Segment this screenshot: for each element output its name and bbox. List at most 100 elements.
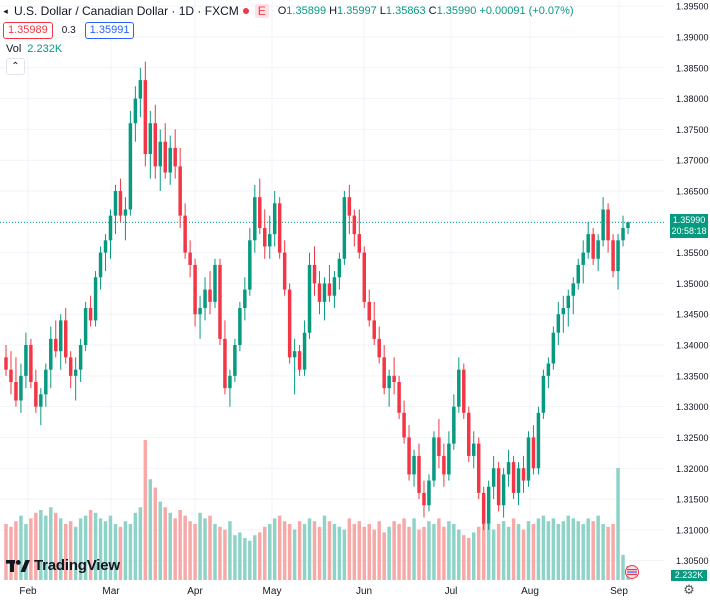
candle-body <box>357 234 362 253</box>
volume-bar <box>173 518 177 580</box>
volume-legend[interactable]: Vol 2.232K <box>6 43 62 55</box>
price-tick-label: 1.33500 <box>676 371 709 381</box>
volume-bar <box>317 526 322 580</box>
candle-body <box>382 357 386 389</box>
volume-bar <box>88 510 93 580</box>
candle-body <box>581 252 585 265</box>
price-tick-label: 1.31500 <box>676 495 709 505</box>
volume-bar <box>188 521 192 580</box>
trade-buttons: 1.35989 0.3 1.35991 <box>3 22 135 39</box>
candle-body <box>337 258 342 278</box>
volume-bar <box>427 521 431 580</box>
volume-bar <box>14 521 18 580</box>
price-tick-label: 1.33000 <box>676 402 709 412</box>
volume-bar <box>39 510 43 580</box>
volume-bar <box>148 479 153 580</box>
price-tick-label: 1.35000 <box>676 279 709 289</box>
candle-body <box>118 191 123 216</box>
candle-body <box>93 277 98 321</box>
volume-bar <box>511 518 516 580</box>
candle-body <box>317 283 322 302</box>
tradingview-logo[interactable]: TradingView <box>6 557 120 574</box>
price-tick-label: 1.37000 <box>676 156 709 166</box>
candle-body <box>367 301 371 321</box>
volume-bar <box>367 524 371 580</box>
volume-bar <box>118 526 123 580</box>
volume-bar <box>193 524 197 580</box>
volume-bar <box>392 521 396 580</box>
flag-icon[interactable] <box>623 565 641 579</box>
candle-body <box>312 264 317 284</box>
price-tick-label: 1.39000 <box>676 32 709 42</box>
price-tick-label: 1.37500 <box>676 125 709 135</box>
volume-bar <box>352 524 357 580</box>
volume-bar <box>422 526 426 580</box>
candle-body <box>143 80 148 155</box>
candle-body <box>198 308 202 315</box>
time-tick-label: Aug <box>521 586 539 597</box>
candle-body <box>551 332 556 364</box>
candle-body <box>253 197 257 241</box>
price-tick-label: 1.35500 <box>676 248 709 258</box>
candle-body <box>521 468 526 481</box>
bar-countdown: 20:58:18 <box>671 226 707 236</box>
price-tick-label: 1.31000 <box>676 525 709 535</box>
volume-bar <box>208 515 212 580</box>
candle-body <box>452 406 456 444</box>
candle-body <box>422 492 426 506</box>
price-axis[interactable]: 1.39500 1.39000 1.38500 1.38000 1.37500 1.370… <box>665 0 710 600</box>
candle-body <box>297 351 302 370</box>
candle-body <box>571 283 576 296</box>
volume-bar <box>49 507 53 580</box>
symbol-legend: ◂ U.S. Dollar / Canadian Dollar · 1D · F… <box>0 3 574 19</box>
volume-bar <box>78 518 83 580</box>
market-status-icon[interactable] <box>242 8 249 14</box>
volume-bar <box>198 512 202 580</box>
candle-body <box>531 437 536 469</box>
candle-body <box>541 375 546 413</box>
collapse-arrow-icon[interactable]: ◂ <box>3 5 8 16</box>
volume-bar <box>397 524 401 580</box>
volume-bar <box>347 518 352 580</box>
candle-body <box>417 455 421 493</box>
sell-button[interactable]: 1.35989 <box>3 22 53 39</box>
candle-body <box>228 375 232 389</box>
volume-bar <box>442 526 446 580</box>
candle-body <box>606 209 610 241</box>
gear-icon[interactable]: ⚙ <box>683 582 695 597</box>
volume-bar <box>272 518 277 580</box>
candle-body <box>432 437 436 481</box>
candle-body <box>188 252 192 265</box>
candle-body <box>292 351 297 358</box>
time-axis[interactable]: Feb Mar Apr May Jun Jul Aug Sep <box>19 586 628 597</box>
candle-body <box>44 369 48 395</box>
volume-bar <box>407 526 411 580</box>
candle-body <box>442 455 446 475</box>
candle-body <box>193 264 197 315</box>
exchange-chip[interactable]: E <box>254 4 269 18</box>
volume-bar <box>402 518 406 580</box>
tradingview-logo-icon <box>6 559 30 572</box>
buy-button[interactable]: 1.35991 <box>84 22 135 39</box>
volume-bar <box>153 487 158 580</box>
chevron-up-icon[interactable]: ⌃ <box>6 58 25 75</box>
candlesticks <box>4 61 630 530</box>
volume-bar <box>223 529 227 580</box>
candle-body <box>163 141 167 173</box>
candle-body <box>626 222 630 228</box>
candle-body <box>4 357 8 370</box>
symbol-title[interactable]: U.S. Dollar / Canadian Dollar · 1D · FXC… <box>14 4 239 18</box>
volume-bar <box>462 535 466 580</box>
volume-bar <box>213 524 217 580</box>
volume-bar <box>58 518 63 580</box>
candle-body <box>238 308 242 346</box>
candle-body <box>586 234 590 253</box>
volume-bar <box>178 510 182 580</box>
volume-bar <box>113 524 118 580</box>
candle-body <box>173 147 177 167</box>
candle-body <box>332 277 337 296</box>
candle-body <box>108 215 113 241</box>
volume-bar <box>531 524 536 580</box>
candle-body <box>73 369 78 376</box>
